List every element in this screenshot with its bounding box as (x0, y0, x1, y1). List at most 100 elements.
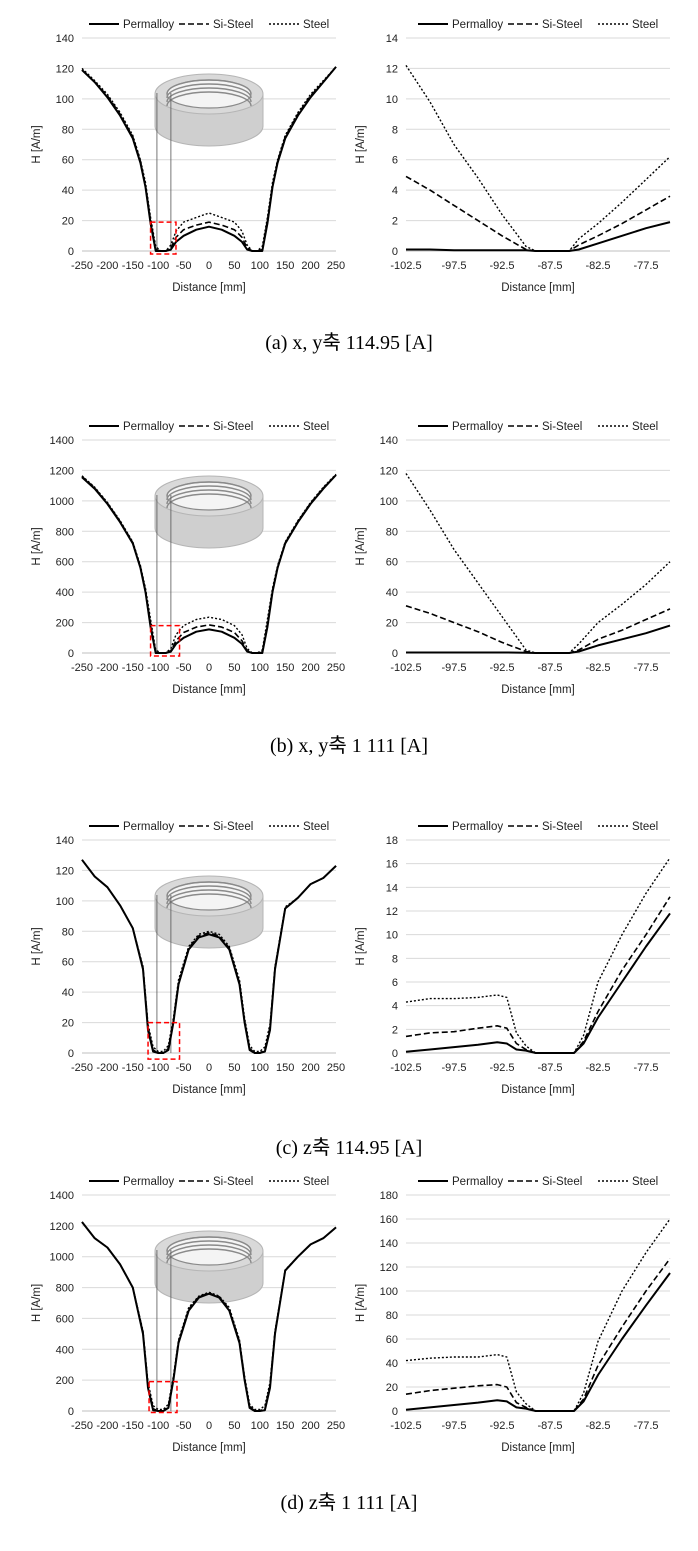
y-tick-label: 0 (392, 648, 398, 660)
y-tick-label: 0 (392, 1048, 398, 1060)
x-tick-label: -50 (176, 260, 192, 272)
chart-a-left: 0 20 40 60 80 100 120 140 -250 -200 -150 -100 -50 0 50… (31, 19, 345, 294)
y-axis-label: H [A/m] (31, 1284, 43, 1322)
y-tick-label: 200 (56, 1375, 74, 1387)
x-tick-label: -87.5 (537, 260, 562, 272)
legend-label: Steel (632, 19, 658, 31)
caption-b: (b) x, y축 1 111 [A] (270, 735, 428, 757)
y-tick-label: 4 (392, 1001, 398, 1013)
x-tick-label: -77.5 (633, 1420, 658, 1432)
ring-coil (166, 885, 252, 901)
x-tick-label: 150 (276, 662, 294, 674)
x-tick-label: 200 (301, 1420, 319, 1432)
series-line-steel (405, 65, 671, 252)
x-tick-label: 150 (276, 1062, 294, 1074)
legend-label: Steel (303, 821, 329, 833)
y-tick-label: 1200 (50, 1221, 74, 1233)
series-line-si-steel (81, 66, 337, 252)
y-tick-label: 1000 (50, 1252, 74, 1264)
x-tick-label: -200 (96, 662, 118, 674)
series-line-permalloy (406, 624, 671, 654)
ring-coil (166, 79, 252, 95)
y-tick-label: 80 (62, 926, 74, 938)
caption-a: (a) x, y축 114.95 [A] (265, 332, 433, 354)
x-tick-label: -102.5 (390, 260, 421, 272)
x-tick-label: 250 (327, 260, 345, 272)
y-tick-label: 1400 (50, 435, 74, 447)
x-tick-label: 150 (276, 260, 294, 272)
x-tick-label: 0 (206, 662, 212, 674)
series-line-steel (405, 473, 671, 654)
ring-coil (166, 881, 252, 897)
x-tick-label: 100 (251, 1062, 269, 1074)
y-tick-label: 14 (386, 882, 398, 894)
x-tick-label: -92.5 (489, 260, 514, 272)
x-tick-label: -50 (176, 1420, 192, 1432)
ring-coil (166, 481, 252, 497)
series-line-si-steel (405, 1258, 671, 1412)
series-line-si-steel (81, 474, 337, 654)
x-tick-label: -250 (71, 1420, 93, 1432)
y-tick-label: 100 (56, 896, 74, 908)
x-tick-label: -77.5 (633, 662, 658, 674)
legend-label: Steel (303, 1176, 329, 1188)
y-tick-label: 4 (392, 185, 398, 197)
x-tick-label: -150 (122, 1420, 144, 1432)
y-tick-label: 2 (392, 216, 398, 228)
y-tick-label: 120 (56, 865, 74, 877)
y-tick-label: 800 (56, 526, 74, 538)
y-tick-label: 80 (386, 526, 398, 538)
y-tick-label: 2 (392, 1024, 398, 1036)
x-tick-label: 50 (228, 1420, 240, 1432)
legend-label: Si-Steel (542, 1176, 582, 1188)
legend-label: Si-Steel (542, 19, 582, 31)
x-tick-label: -102.5 (390, 1062, 421, 1074)
y-tick-label: 60 (386, 557, 398, 569)
x-tick-label: -150 (122, 1062, 144, 1074)
x-tick-label: -87.5 (537, 662, 562, 674)
legend-label: Si-Steel (542, 821, 582, 833)
y-tick-label: 120 (56, 63, 74, 75)
chart-a-right: 0 2 4 6 8 10 12 14 -102.5 -97.5 -92.5 -87.5 -82.5 -77… (355, 19, 671, 294)
x-tick-label: -150 (122, 260, 144, 272)
chart-c-right: 0 2 4 6 8 10 12 14 16 18 -102.5 -97.5 -92.5 -87.5 -82.… (355, 821, 671, 1096)
x-axis-label: Distance [mm] (172, 282, 246, 294)
x-axis-label: Distance [mm] (501, 282, 575, 294)
x-axis-label: Distance [mm] (172, 1084, 246, 1096)
y-tick-label: 1000 (50, 496, 74, 508)
x-tick-label: 50 (228, 260, 240, 272)
x-tick-label: 50 (228, 662, 240, 674)
chart-d-right: 0 20 40 60 80 100 120 140 160 180 -102.5 -97.5 -92.5… (355, 1176, 671, 1454)
zoom-region-box (148, 1380, 178, 1414)
y-tick-label: 40 (62, 185, 74, 197)
y-tick-label: 100 (380, 496, 398, 508)
series-line-steel (405, 1218, 671, 1412)
y-axis-label: H [A/m] (31, 527, 43, 565)
legend-label: Permalloy (452, 821, 503, 833)
legend-label: Permalloy (123, 1176, 174, 1188)
x-tick-label: 50 (228, 1062, 240, 1074)
y-tick-label: 180 (380, 1190, 398, 1202)
y-tick-label: 400 (56, 587, 74, 599)
y-tick-label: 140 (56, 835, 74, 847)
x-tick-label: -92.5 (489, 1062, 514, 1074)
legend-label: Steel (632, 1176, 658, 1188)
x-tick-label: -150 (122, 662, 144, 674)
caption-d: (d) z축 1 111 [A] (280, 1492, 418, 1514)
y-tick-label: 20 (386, 618, 398, 630)
y-tick-label: 1200 (50, 465, 74, 477)
y-tick-label: 140 (380, 435, 398, 447)
y-tick-label: 40 (62, 987, 74, 999)
x-tick-label: 100 (251, 662, 269, 674)
y-tick-label: 0 (392, 1406, 398, 1418)
ring-coil (166, 1240, 252, 1256)
series-line-steel (81, 473, 337, 654)
y-tick-label: 0 (392, 246, 398, 258)
x-tick-label: -250 (71, 260, 93, 272)
y-tick-label: 6 (392, 155, 398, 167)
legend-label: Si-Steel (213, 821, 253, 833)
y-tick-label: 60 (386, 1334, 398, 1346)
